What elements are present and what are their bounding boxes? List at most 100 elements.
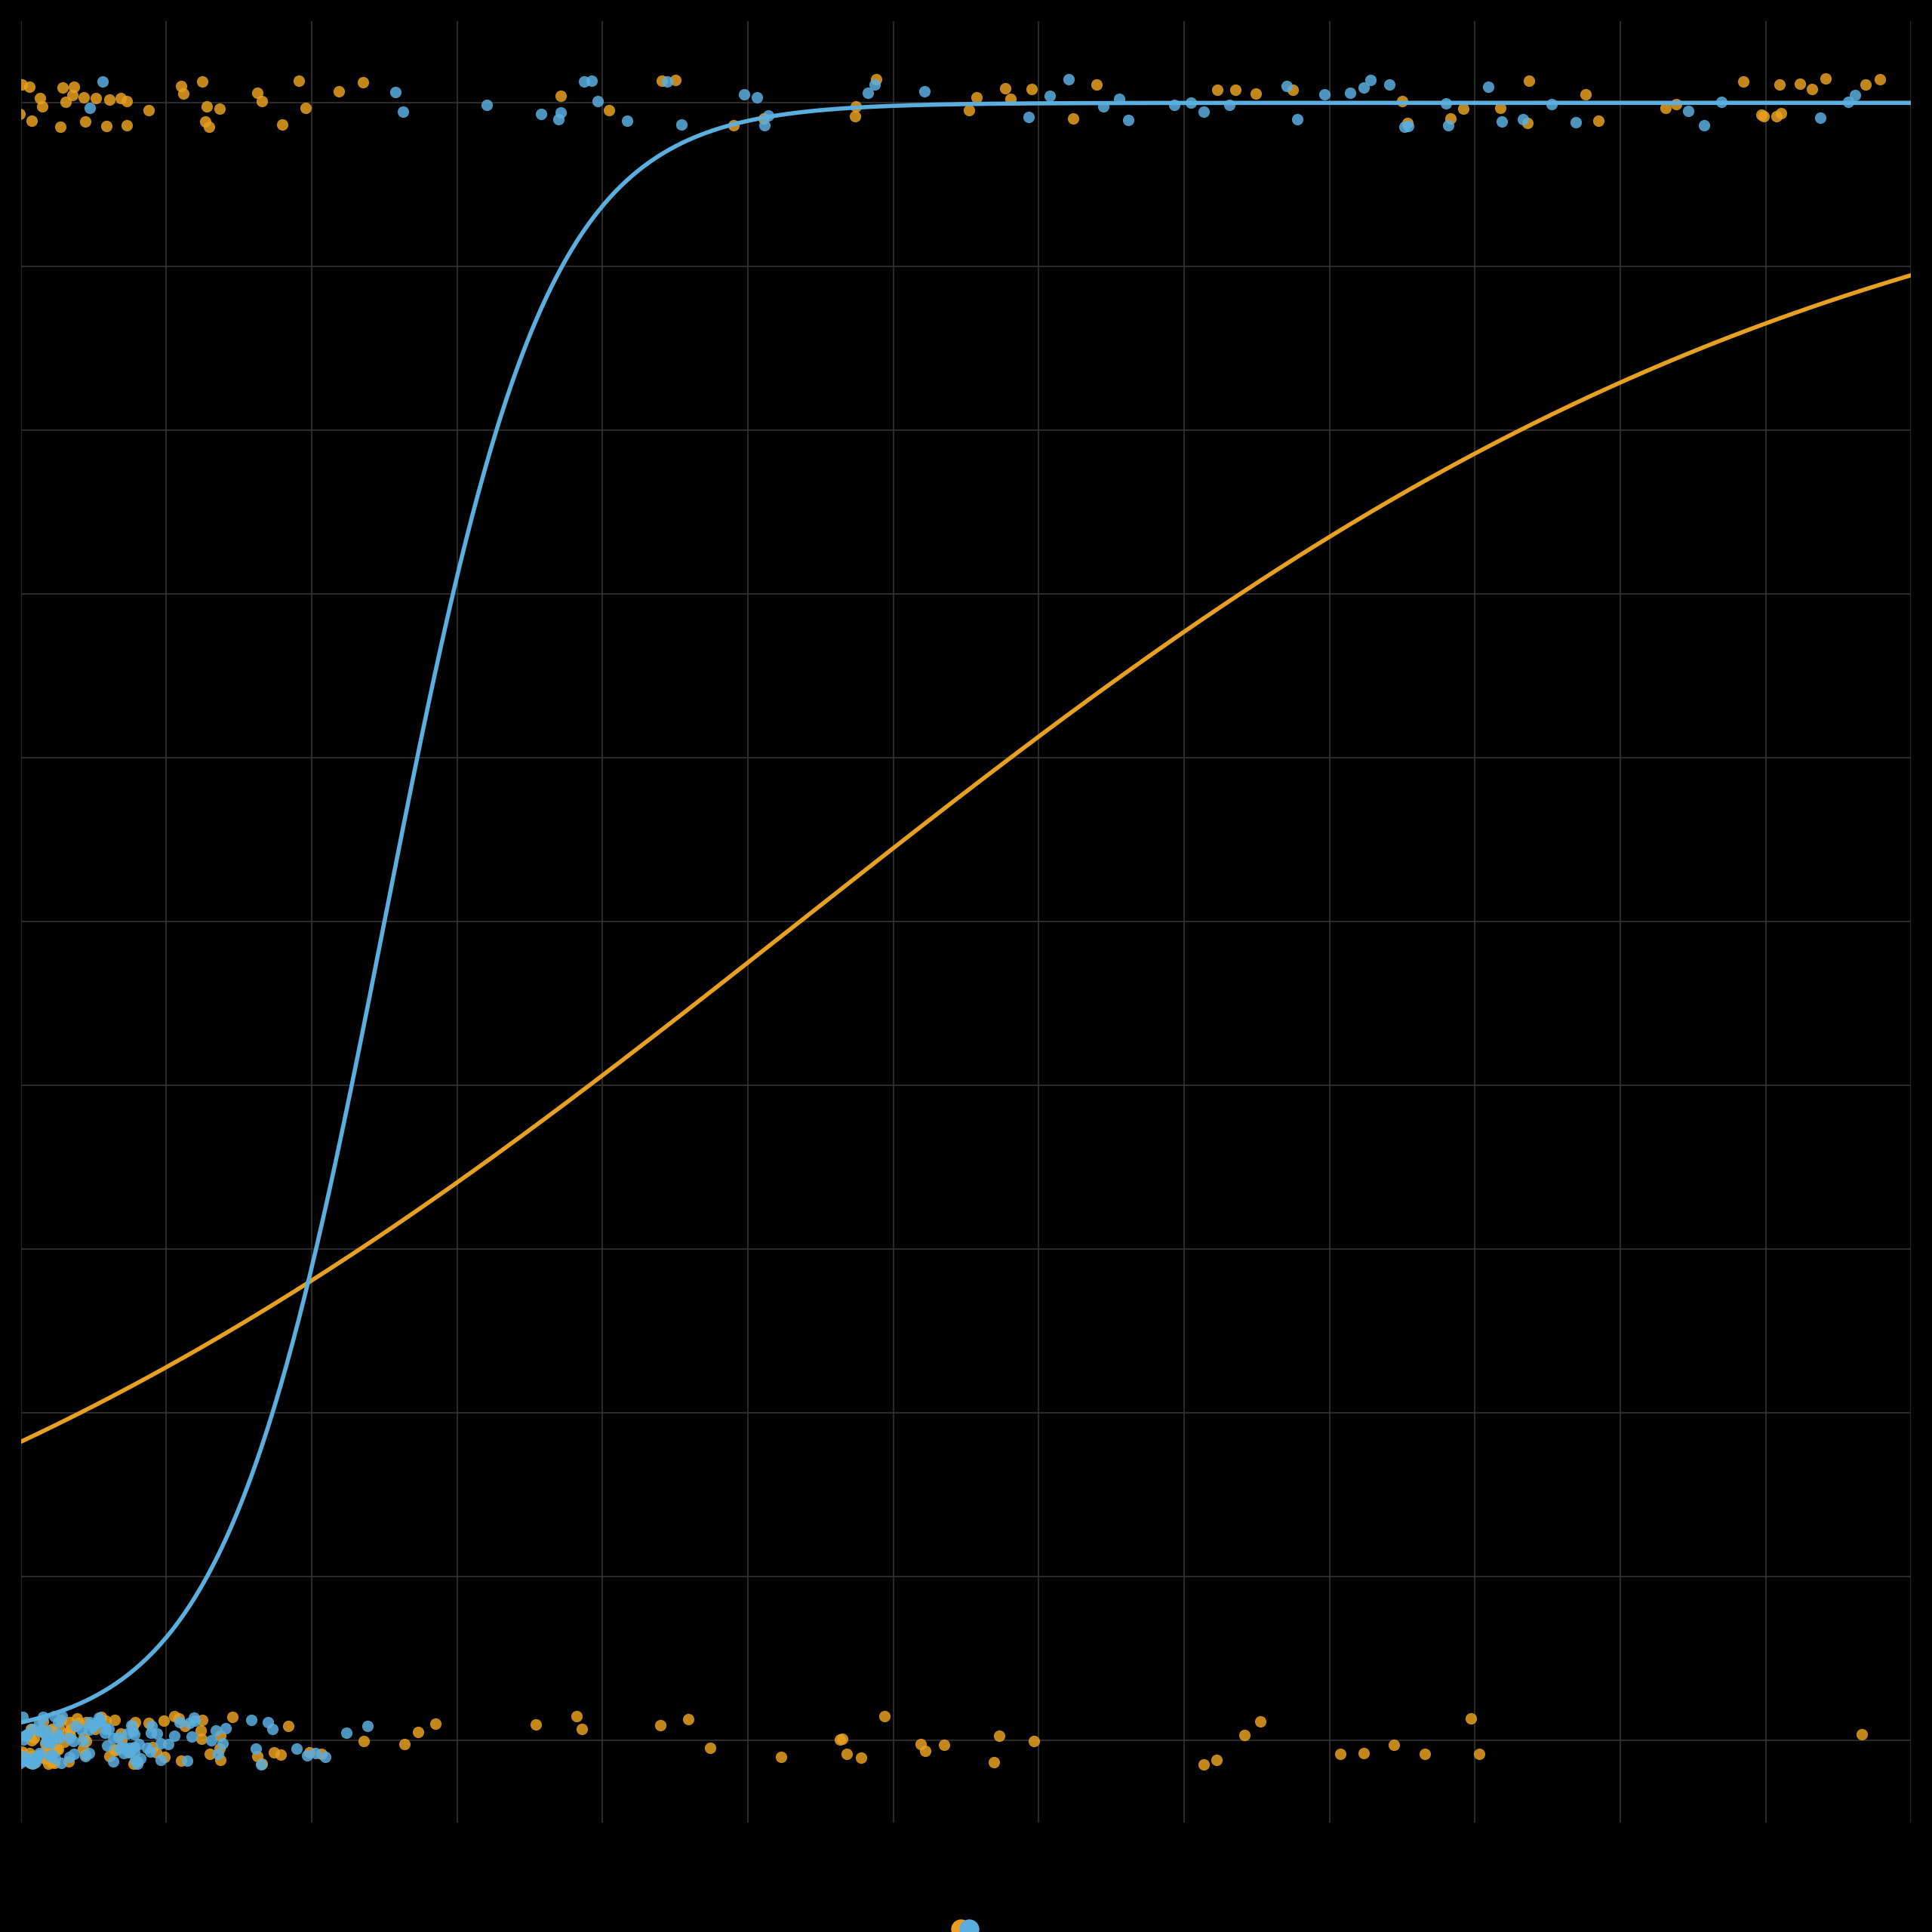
Point [73, 1739, 104, 1770]
Point [187, 66, 218, 97]
Point [70, 1741, 100, 1772]
Point [15, 1725, 46, 1756]
Point [185, 1723, 216, 1754]
Point [8, 1702, 39, 1733]
Point [1839, 79, 1870, 110]
Point [1391, 108, 1422, 139]
Point [1432, 89, 1463, 120]
Point [661, 64, 692, 95]
Point [166, 1745, 197, 1776]
Point [1335, 77, 1366, 108]
Point [85, 1704, 116, 1735]
Point [52, 1718, 83, 1748]
Point [31, 1716, 62, 1747]
Point [1034, 81, 1065, 112]
Point [750, 110, 781, 141]
Point [15, 1748, 46, 1779]
Point [1378, 1729, 1408, 1760]
Point [667, 108, 697, 139]
Point [4, 1748, 35, 1779]
Point [81, 83, 112, 114]
Point [17, 1714, 48, 1745]
Point [290, 93, 321, 124]
Point [272, 1710, 303, 1741]
Point [27, 1706, 58, 1737]
Point [60, 1710, 91, 1741]
Point [348, 1725, 379, 1756]
Point [12, 1718, 43, 1748]
Point [421, 1708, 452, 1739]
Point [39, 1748, 70, 1779]
Point [645, 1710, 676, 1741]
Point [827, 1723, 858, 1754]
Point [576, 66, 607, 97]
Point [989, 73, 1020, 104]
Point [172, 1747, 203, 1777]
Point [0, 1704, 29, 1735]
Point [31, 1721, 62, 1752]
Point [570, 66, 601, 97]
Point [1271, 70, 1302, 100]
Point [1515, 66, 1546, 97]
Point [0, 1702, 31, 1733]
Point [954, 95, 985, 126]
Point [48, 1725, 79, 1756]
Point [12, 1745, 43, 1776]
Point [1766, 97, 1797, 128]
Point [15, 1741, 46, 1772]
Point [983, 1719, 1014, 1750]
Point [114, 1737, 145, 1768]
Point [852, 77, 883, 108]
Point [68, 81, 99, 112]
Point [995, 83, 1026, 114]
Point [43, 1721, 73, 1752]
Point [50, 87, 81, 118]
Point [611, 104, 641, 135]
Point [906, 1729, 937, 1760]
Point [6, 70, 37, 100]
Point [14, 1747, 44, 1777]
Point [1662, 89, 1692, 120]
Point [1213, 89, 1244, 120]
Point [402, 1718, 433, 1748]
Point [765, 1741, 796, 1772]
Point [120, 1745, 151, 1776]
Point [1810, 64, 1841, 95]
Point [25, 1741, 56, 1772]
Point [68, 1721, 99, 1752]
Point [33, 1723, 64, 1754]
Point [10, 1719, 41, 1750]
Point [980, 1747, 1010, 1777]
Point [110, 85, 141, 116]
Point [35, 1723, 66, 1754]
Point [840, 91, 871, 122]
Point [17, 1748, 48, 1779]
Point [1561, 106, 1592, 137]
Point [1188, 97, 1219, 128]
Point [1571, 79, 1602, 110]
Point [58, 1725, 89, 1756]
Point [245, 85, 276, 116]
Point [520, 1710, 551, 1741]
Point [245, 1748, 276, 1779]
Point [37, 1725, 68, 1756]
Point [124, 1729, 155, 1760]
Point [1103, 83, 1134, 114]
Point [1080, 70, 1111, 100]
Point [593, 95, 624, 126]
Point [742, 81, 773, 112]
Point [267, 108, 298, 139]
Point [4, 99, 35, 129]
Point [37, 1747, 68, 1777]
Point [1650, 93, 1681, 124]
Point [1410, 1739, 1441, 1770]
Point [149, 1706, 180, 1737]
Point [62, 1702, 93, 1733]
Point [41, 1743, 71, 1774]
Point [1760, 100, 1791, 131]
Point [91, 1714, 122, 1745]
Point [1851, 70, 1882, 100]
Point [311, 1741, 342, 1772]
Point [651, 66, 682, 97]
Point [205, 1733, 236, 1764]
